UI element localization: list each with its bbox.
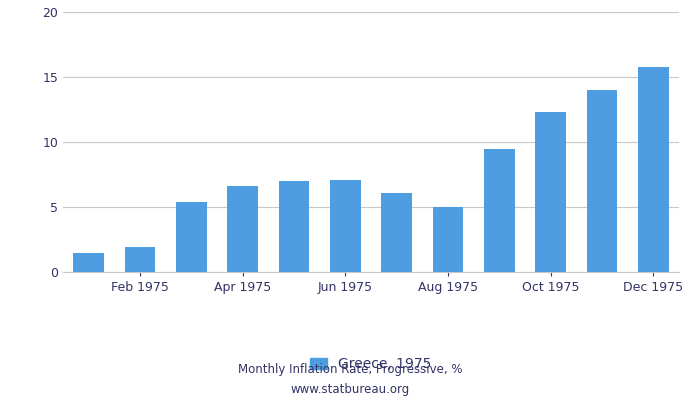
Bar [279, 181, 309, 272]
Bar [74, 252, 104, 272]
Text: www.statbureau.org: www.statbureau.org [290, 384, 410, 396]
Bar [228, 186, 258, 272]
Bar [536, 112, 566, 272]
Bar [484, 148, 514, 272]
Bar [176, 202, 206, 272]
Bar [125, 247, 155, 272]
Bar [330, 180, 360, 272]
Text: Monthly Inflation Rate, Progressive, %: Monthly Inflation Rate, Progressive, % [238, 364, 462, 376]
Bar [433, 207, 463, 272]
Bar [587, 90, 617, 272]
Bar [638, 66, 668, 272]
Legend: Greece, 1975: Greece, 1975 [305, 352, 437, 377]
Bar [382, 193, 412, 272]
